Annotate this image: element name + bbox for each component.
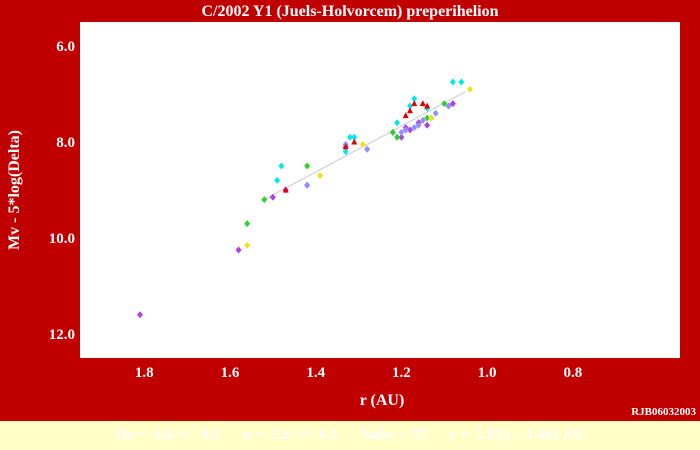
chart-title: C/2002 Y1 (Juels-Holvorcem) preperihelio…	[202, 3, 499, 20]
x-tick-label-3: 1.2	[392, 365, 411, 381]
data-point-s5-1	[342, 143, 349, 150]
data-point-s2-2	[342, 148, 349, 156]
data-point-s3-4	[394, 133, 401, 141]
x-tick-label-5: 0.8	[563, 365, 582, 381]
data-point-s5-3	[402, 112, 409, 119]
plot-area	[80, 22, 680, 358]
data-point-s0-8	[398, 133, 405, 141]
data-point-s1-11	[445, 102, 452, 110]
data-point-s4-3	[428, 114, 435, 122]
data-point-s0-2	[269, 193, 276, 201]
credit-label: RJB06032003	[631, 406, 696, 418]
data-point-s5-0	[282, 186, 289, 193]
data-point-s3-0	[244, 220, 251, 228]
x-tick-labels: 1.8 1.6 1.4 1.2 1.0 0.8	[135, 365, 582, 381]
data-point-s2-10	[458, 78, 465, 86]
data-point-s1-0	[304, 181, 311, 189]
data-point-s3-3	[389, 128, 396, 136]
y-tick-label-0: 6.0	[56, 39, 75, 55]
data-point-s1-6	[411, 124, 418, 132]
y-axis-label: Mv - 5*log(Delta)	[6, 130, 23, 250]
data-point-s2-5	[394, 119, 401, 127]
x-tick-label-4: 1.0	[478, 365, 497, 381]
data-point-s1-5	[402, 126, 409, 134]
data-point-s0-1	[235, 246, 242, 254]
x-axis-label: r (AU)	[360, 392, 405, 409]
data-point-s4-1	[317, 172, 323, 180]
data-point-s2-3	[347, 133, 353, 141]
y-tick-label-2: 10.0	[49, 231, 75, 247]
fit-line	[264, 91, 466, 201]
data-point-s1-8	[419, 116, 426, 124]
data-point-s2-4	[351, 133, 358, 141]
data-point-s1-4	[398, 128, 405, 136]
y-tick-label-1: 8.0	[56, 135, 75, 151]
data-point-s4-0	[244, 241, 251, 249]
data-point-s1-10	[432, 109, 439, 117]
data-point-s5-2	[351, 138, 358, 145]
data-point-s5-4	[407, 107, 413, 114]
y-tick-labels: 6.0 8.0 10.0 12.0	[49, 39, 75, 343]
data-point-s1-2	[364, 145, 371, 153]
fit-line-layer	[264, 91, 466, 201]
data-point-s2-0	[274, 176, 281, 184]
data-point-s2-1	[278, 162, 285, 170]
data-points	[137, 78, 473, 319]
data-point-s5-6	[419, 100, 426, 107]
data-point-s3-1	[261, 196, 268, 204]
fit-parameters-footer: Ho = 6.6 +/- 0.1 n = 5.6 +/- 0.3 Nobs = …	[0, 421, 700, 450]
x-tick-label-1: 1.6	[221, 365, 240, 381]
data-point-s1-7	[415, 121, 422, 129]
data-point-s4-4	[467, 85, 473, 93]
x-tick-label-0: 1.8	[135, 365, 154, 381]
data-point-s2-6	[407, 102, 413, 110]
data-point-s4-2	[359, 140, 366, 148]
chart: C/2002 Y1 (Juels-Holvorcem) preperihelio…	[6, 3, 696, 418]
data-point-s5-5	[411, 100, 418, 107]
data-point-s2-9	[449, 78, 456, 86]
data-point-s0-14	[449, 100, 456, 108]
data-point-s3-6	[441, 100, 448, 108]
data-point-s3-5	[424, 114, 431, 122]
x-tick-label-2: 1.4	[306, 365, 325, 381]
data-point-s3-2	[304, 162, 311, 170]
data-point-s0-0	[137, 311, 143, 319]
data-point-s5-7	[424, 102, 431, 109]
data-point-s0-10	[407, 126, 413, 134]
data-point-s0-12	[424, 121, 431, 129]
y-tick-label-3: 12.0	[49, 327, 75, 343]
data-point-s2-7	[411, 95, 418, 103]
